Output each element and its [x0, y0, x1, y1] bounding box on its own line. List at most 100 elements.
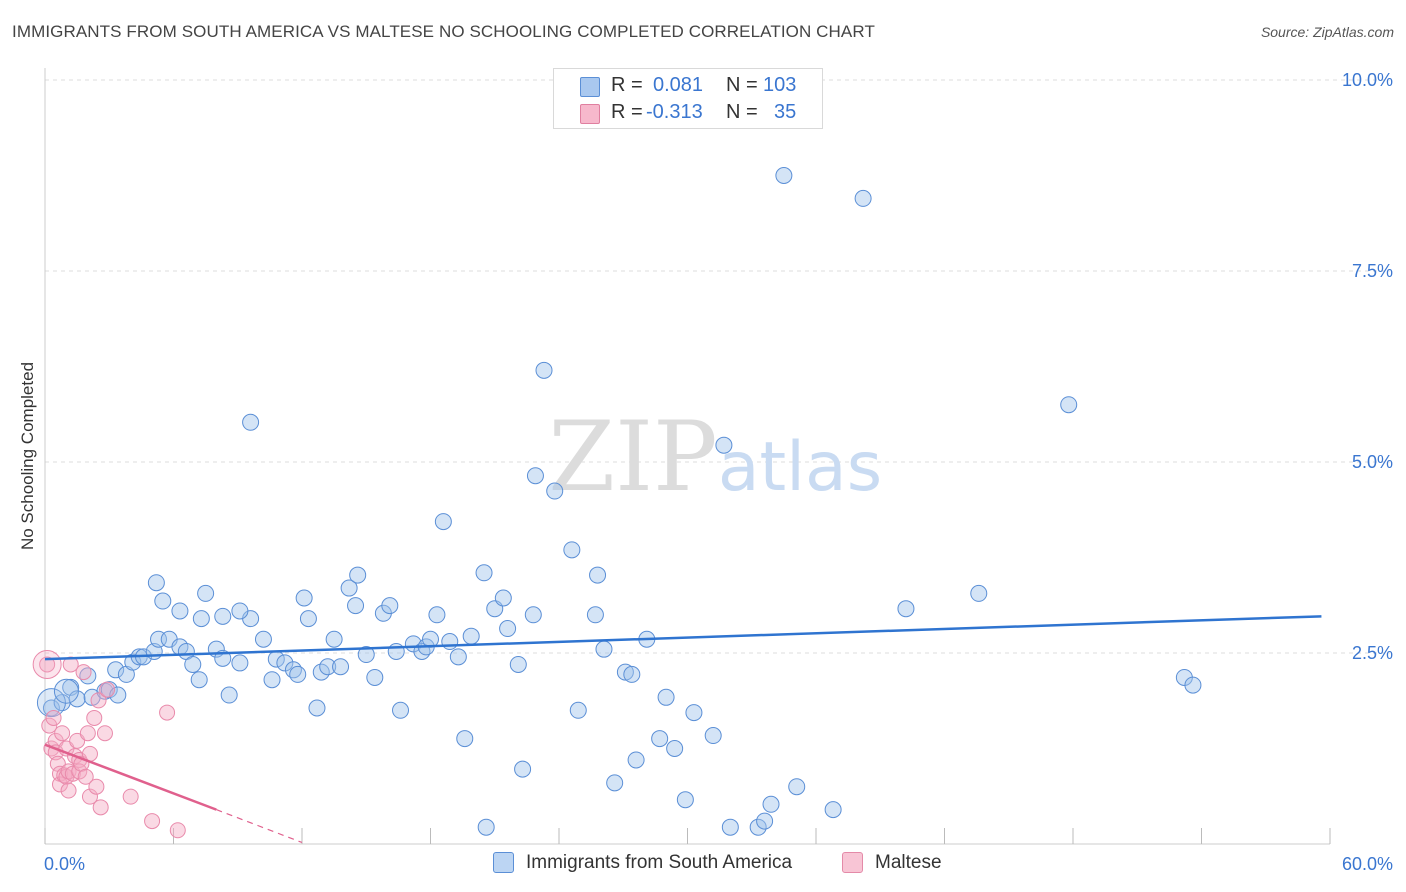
data-point-immigrants — [190, 671, 208, 689]
data-point-immigrants — [494, 589, 512, 607]
tick-labels: 2.5% 5.0% 7.5% 10.0% 0.0% 60.0% — [44, 70, 1393, 874]
trend-line-maltese — [44, 743, 217, 811]
data-point-immigrants — [616, 663, 634, 681]
data-point-immigrants — [263, 671, 281, 689]
data-point-immigrants — [147, 574, 165, 592]
data-point-immigrants — [715, 436, 733, 454]
data-point-maltese — [79, 725, 96, 742]
legend-item-immigrants[interactable]: Immigrants from South America — [493, 852, 792, 878]
data-point-immigrants — [171, 602, 189, 620]
data-point-immigrants — [462, 627, 480, 645]
data-point-maltese — [90, 692, 107, 709]
data-point-immigrants — [340, 579, 358, 597]
x-tick-label-min: 0.0% — [44, 854, 85, 874]
data-point-maltese — [86, 709, 103, 726]
data-point-maltese — [159, 704, 176, 721]
data-point-immigrants — [295, 589, 313, 607]
y-tick-label: 7.5% — [1352, 261, 1393, 281]
data-point-immigrants — [775, 167, 793, 184]
watermark-zip: ZIP — [548, 401, 717, 513]
data-point-immigrants — [308, 699, 326, 717]
data-point-immigrants — [721, 818, 739, 836]
data-point-immigrants — [242, 413, 260, 431]
data-point-immigrants — [756, 812, 774, 830]
data-point-immigrants — [325, 630, 343, 648]
data-point-maltese — [99, 681, 116, 698]
data-point-immigrants — [53, 678, 79, 704]
series-maltese-points — [32, 649, 186, 839]
y-tick-label: 10.0% — [1342, 70, 1393, 90]
data-point-immigrants — [509, 655, 527, 673]
r-label: R = — [611, 74, 643, 96]
legend-swatch-blue — [580, 77, 600, 97]
data-point-immigrants — [441, 633, 459, 651]
data-point-immigrants — [392, 701, 410, 719]
data-point-maltese — [81, 788, 98, 805]
data-point-immigrants — [685, 704, 703, 722]
data-point-maltese — [41, 717, 58, 734]
data-point-immigrants — [788, 778, 806, 796]
r-label: R = — [611, 101, 643, 123]
data-point-immigrants — [428, 606, 446, 624]
data-point-immigrants — [456, 730, 474, 748]
data-point-immigrants — [651, 730, 669, 748]
data-point-immigrants — [595, 640, 613, 658]
data-point-maltese — [144, 813, 161, 830]
watermark: ZIP atlas — [548, 401, 882, 513]
watermark-atlas: atlas — [718, 428, 882, 507]
data-point-immigrants — [563, 541, 581, 559]
data-point-immigrants — [569, 701, 587, 719]
data-point-immigrants — [366, 668, 384, 686]
chart-title: IMMIGRANTS FROM SOUTH AMERICA VS MALTESE… — [12, 22, 875, 41]
data-point-immigrants — [231, 654, 249, 672]
data-point-maltese — [32, 649, 62, 679]
data-point-immigrants — [220, 686, 238, 704]
data-point-immigrants — [824, 801, 842, 819]
data-point-maltese — [88, 778, 105, 795]
data-point-immigrants — [704, 727, 722, 745]
data-point-immigrants — [1184, 676, 1202, 694]
data-point-immigrants — [666, 740, 684, 757]
y-tick-label: 2.5% — [1352, 643, 1393, 663]
data-point-immigrants — [42, 699, 60, 717]
data-point-immigrants — [749, 818, 767, 836]
legend-swatch-blue — [493, 852, 514, 874]
data-point-immigrants — [276, 654, 294, 672]
r-value: 0.081 — [653, 74, 704, 96]
data-point-immigrants — [254, 630, 272, 648]
data-point-immigrants — [546, 482, 564, 500]
data-point-immigrants — [514, 760, 532, 778]
data-point-immigrants — [332, 658, 350, 676]
data-point-immigrants — [184, 655, 202, 673]
data-point-immigrants — [231, 602, 249, 620]
n-value: 35 — [774, 101, 797, 123]
y-tick-label: 5.0% — [1352, 452, 1393, 472]
data-point-maltese — [60, 782, 77, 799]
data-point-immigrants — [897, 600, 915, 618]
x-tick-label-max: 60.0% — [1342, 854, 1393, 874]
data-point-immigrants — [349, 566, 367, 584]
grid-lines — [45, 79, 1390, 654]
data-point-maltese — [75, 664, 92, 681]
data-point-maltese — [169, 822, 186, 839]
data-point-immigrants — [606, 774, 624, 792]
data-point-immigrants — [192, 610, 210, 628]
data-point-immigrants — [524, 606, 542, 624]
data-point-immigrants — [347, 597, 365, 615]
r-value: -0.313 — [646, 101, 703, 123]
data-point-immigrants — [449, 648, 467, 666]
data-point-immigrants — [623, 665, 641, 683]
data-point-immigrants — [477, 818, 495, 836]
data-point-maltese — [54, 725, 71, 742]
data-point-immigrants — [970, 584, 988, 602]
data-point-immigrants — [1060, 396, 1078, 414]
data-point-immigrants — [289, 665, 307, 683]
data-point-immigrants — [589, 566, 607, 584]
legend-item-maltese[interactable]: Maltese — [842, 852, 942, 878]
data-point-immigrants — [109, 686, 127, 704]
n-value: 103 — [763, 74, 797, 96]
data-point-immigrants — [762, 795, 780, 813]
data-point-immigrants — [434, 513, 452, 531]
data-point-immigrants — [676, 791, 694, 809]
